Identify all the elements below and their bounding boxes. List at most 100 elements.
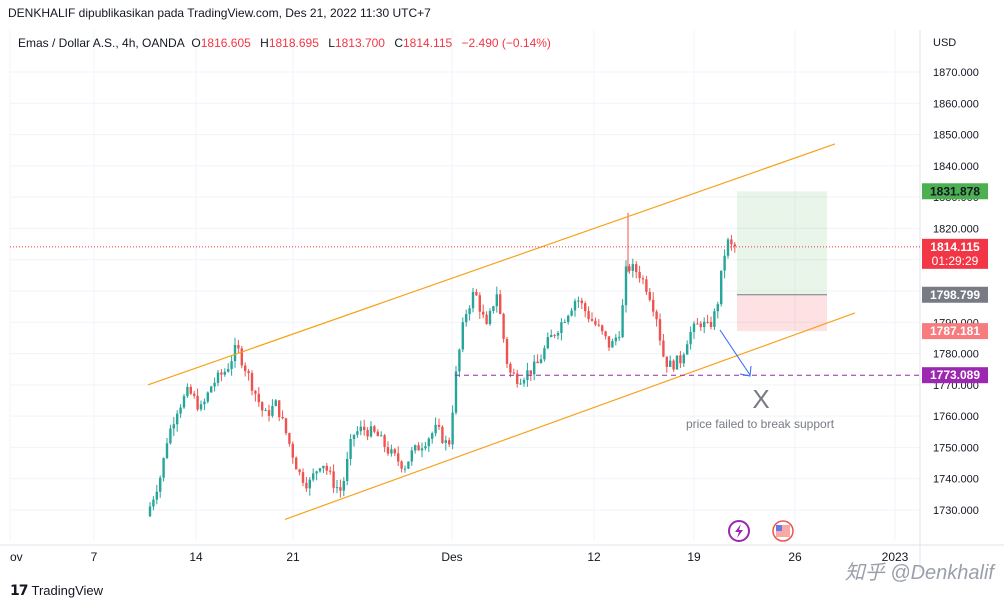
candle-body[interactable] (233, 344, 237, 362)
candle-body[interactable] (315, 471, 318, 474)
candle-body[interactable] (519, 383, 522, 385)
candle-body[interactable] (597, 324, 600, 326)
candle-body[interactable] (284, 418, 288, 434)
candle-body[interactable] (567, 315, 570, 323)
candle-body[interactable] (580, 300, 583, 304)
candle-body[interactable] (655, 311, 658, 320)
candle-body[interactable] (176, 413, 179, 425)
candles[interactable] (148, 212, 736, 518)
candle-body[interactable] (665, 356, 668, 367)
candle-body[interactable] (335, 487, 339, 489)
channel-lower-line[interactable] (284, 312, 856, 520)
candle-body[interactable] (407, 461, 410, 469)
candle-body[interactable] (465, 314, 468, 323)
candle-body[interactable] (499, 294, 502, 314)
candle-body[interactable] (349, 439, 352, 459)
candle-body[interactable] (720, 270, 723, 305)
candle-body[interactable] (716, 304, 719, 312)
candle-body[interactable] (448, 440, 451, 445)
candle-body[interactable] (488, 310, 492, 324)
candle-body[interactable] (380, 435, 383, 437)
candle-body[interactable] (424, 446, 427, 449)
candle-body[interactable] (250, 373, 254, 391)
candle-body[interactable] (699, 323, 702, 328)
channel-upper-line[interactable] (147, 143, 836, 386)
candle-body[interactable] (210, 386, 213, 393)
candle-body[interactable] (301, 472, 305, 483)
candle-body[interactable] (451, 412, 454, 445)
candle-body[interactable] (325, 465, 328, 471)
candle-body[interactable] (196, 395, 199, 410)
candle-body[interactable] (186, 386, 189, 397)
candle-body[interactable] (624, 266, 628, 306)
candle-body[interactable] (155, 491, 158, 500)
candle-body[interactable] (227, 369, 230, 372)
candle-body[interactable] (376, 431, 379, 437)
candle-body[interactable] (641, 278, 645, 280)
candle-body[interactable] (522, 379, 526, 384)
candle-body[interactable] (682, 354, 685, 364)
candle-body[interactable] (723, 255, 726, 271)
candle-body[interactable] (363, 426, 366, 431)
candle-body[interactable] (658, 319, 662, 341)
candle-body[interactable] (607, 336, 611, 348)
candle-body[interactable] (594, 320, 597, 325)
candle-body[interactable] (492, 306, 495, 311)
event-icons[interactable] (728, 520, 794, 542)
candle-body[interactable] (329, 470, 332, 472)
candle-body[interactable] (628, 266, 631, 271)
candle-body[interactable] (179, 407, 182, 414)
candle-body[interactable] (672, 360, 675, 370)
candle-body[interactable] (182, 396, 186, 408)
candle-body[interactable] (570, 310, 573, 316)
candle-body[interactable] (244, 365, 247, 372)
candle-body[interactable] (560, 322, 563, 334)
candle-body[interactable] (441, 426, 444, 443)
candle-body[interactable] (172, 424, 175, 429)
candle-body[interactable] (454, 371, 458, 413)
candle-body[interactable] (539, 359, 543, 364)
candle-body[interactable] (689, 331, 692, 345)
candle-body[interactable] (237, 344, 240, 349)
candle-body[interactable] (437, 424, 441, 427)
candle-body[interactable] (662, 340, 665, 357)
candle-body[interactable] (213, 382, 216, 387)
candle-body[interactable] (152, 499, 155, 507)
candle-body[interactable] (635, 264, 638, 273)
candle-body[interactable] (692, 323, 696, 332)
candle-body[interactable] (573, 301, 577, 311)
candle-body[interactable] (434, 424, 437, 434)
candle-body[interactable] (199, 404, 203, 410)
candle-body[interactable] (584, 303, 587, 312)
candle-body[interactable] (342, 481, 345, 491)
candle-body[interactable] (536, 361, 539, 364)
candle-body[interactable] (420, 448, 424, 451)
candle-body[interactable] (414, 445, 417, 451)
candle-body[interactable] (556, 333, 560, 336)
candle-body[interactable] (390, 449, 393, 454)
channel-lines[interactable] (147, 143, 856, 520)
candle-body[interactable] (318, 468, 322, 472)
candle-body[interactable] (730, 239, 733, 245)
candle-body[interactable] (346, 458, 349, 482)
candle-body[interactable] (618, 337, 621, 339)
candle-body[interactable] (193, 393, 196, 396)
candle-body[interactable] (703, 321, 706, 328)
candle-body[interactable] (529, 370, 532, 375)
candle-body[interactable] (553, 335, 556, 337)
candle-body[interactable] (638, 272, 641, 279)
candle-body[interactable] (563, 322, 566, 324)
candle-body[interactable] (645, 279, 648, 292)
candle-body[interactable] (240, 348, 243, 366)
candle-body[interactable] (403, 468, 407, 470)
candle-body[interactable] (533, 361, 536, 375)
candle-body[interactable] (291, 443, 294, 458)
candle-body[interactable] (577, 300, 580, 302)
candle-body[interactable] (587, 311, 590, 320)
candle-body[interactable] (322, 465, 325, 469)
candle-body[interactable] (220, 372, 223, 375)
candle-body[interactable] (162, 457, 165, 478)
candle-body[interactable] (206, 392, 209, 402)
candle-body[interactable] (159, 477, 162, 492)
